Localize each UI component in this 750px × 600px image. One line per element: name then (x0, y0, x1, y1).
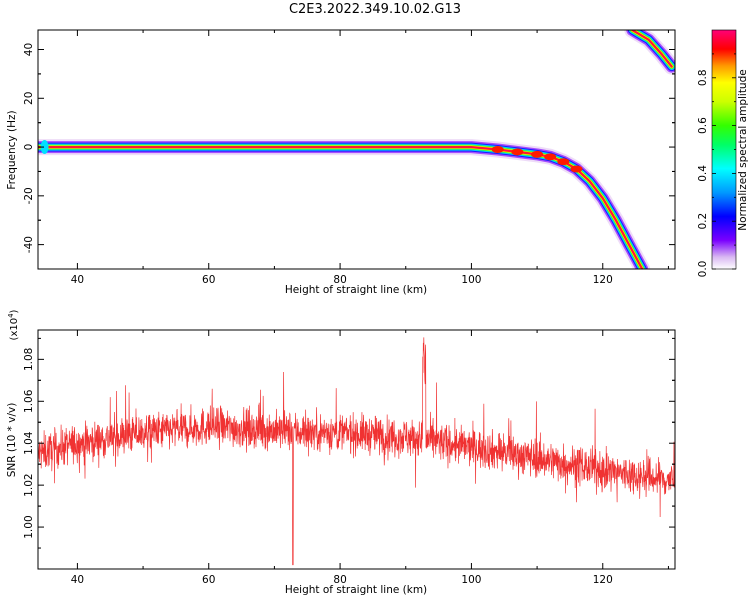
x-tick-label: 40 (71, 274, 84, 286)
snr-axes: 40 60 80 100 120 1.00 1.02 1.04 1.06 1.08 (23, 330, 675, 586)
spectral-peak (570, 165, 583, 173)
y-tick-label: 1.08 (23, 348, 35, 371)
colorbar-gradient (712, 30, 736, 269)
snr-plot-area (38, 337, 675, 566)
spectral-peak (544, 153, 557, 161)
spectrogram-axes: 40 60 80 100 120 40 20 0 -20 -40 (23, 30, 675, 286)
x-tick-label: 80 (333, 274, 346, 286)
y-tick-label: -40 (23, 236, 35, 253)
y-tick-label: 40 (23, 43, 35, 56)
x-tick-label: 100 (461, 574, 481, 586)
x-tick-label: 60 (202, 274, 215, 286)
y-tick-label: 0 (23, 144, 35, 151)
spectral-peak (531, 150, 544, 158)
colorbar-tick-label: 0.4 (697, 165, 709, 182)
snr-y-multiplier: (x104) (7, 309, 20, 340)
spectral-peak (511, 148, 524, 156)
y-tick-label: 1.00 (23, 515, 35, 538)
spectrogram-frame (37, 29, 676, 270)
x-tick-label: 100 (461, 274, 481, 286)
colorbar-tick-label: 0.8 (697, 69, 709, 86)
x-tick-label: 120 (593, 274, 613, 286)
spectrogram-y-axis-label: Frequency (Hz) (6, 110, 18, 189)
spectral-peak (557, 158, 570, 166)
upper-ridge-band (631, 30, 673, 68)
colorbar-tick-label: 0.0 (697, 261, 709, 278)
snr-frame (37, 329, 676, 570)
spectrogram-x-axis-label: Height of straight line (km) (285, 284, 427, 296)
spectral-peak (491, 146, 504, 153)
y-tick-label: 1.02 (23, 473, 35, 496)
x-tick-label: 120 (593, 574, 613, 586)
snr-y-axis-label: SNR (10 * v/v) (6, 403, 18, 478)
colorbar-tick-label: 0.6 (697, 117, 709, 134)
snr-series-line (38, 337, 675, 566)
colorbar-ticks: 0.0 0.2 0.4 0.6 0.8 (697, 53, 736, 278)
snr-panel: 40 60 80 100 120 1.00 1.02 1.04 1.06 1.08 Height … (6, 309, 676, 596)
x-tick-label: 80 (333, 574, 346, 586)
colorbar: 0.0 0.2 0.4 0.6 0.8 Normalized spectral ampl… (697, 29, 749, 278)
y-tick-label: 1.04 (23, 431, 35, 455)
y-tick-label: 20 (23, 92, 35, 105)
x-tick-label: 40 (71, 574, 84, 586)
spectrogram-panel: 40 60 80 100 120 40 20 0 -20 -40 Height of straig… (6, 29, 676, 296)
spectrogram-plot-area (38, 30, 675, 269)
page-title: C2E3.2022.349.10.02.G13 (288, 2, 462, 17)
y-tick-label: 1.06 (23, 389, 35, 413)
colorbar-tick-label: 0.2 (697, 213, 709, 230)
colorbar-label: Normalized spectral amplitude (737, 69, 749, 230)
y-tick-label: -20 (23, 187, 35, 204)
snr-x-axis-label: Height of straight line (km) (285, 584, 427, 596)
edge-blob (40, 140, 49, 155)
x-tick-label: 60 (202, 574, 215, 586)
main-ridge-band (38, 139, 651, 269)
